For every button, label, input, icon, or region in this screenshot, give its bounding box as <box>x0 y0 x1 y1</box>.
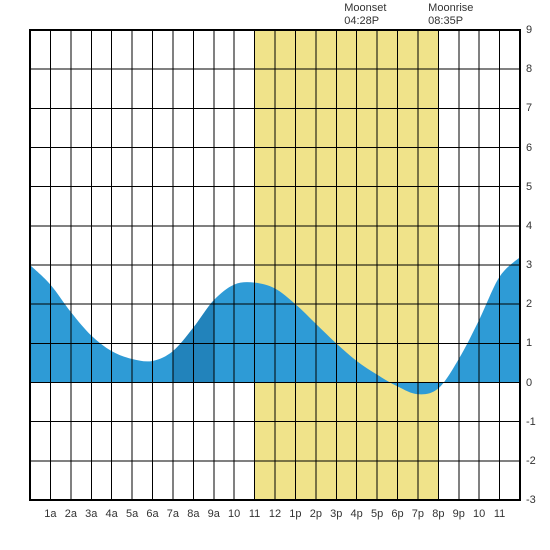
x-tick-label: 2p <box>310 508 322 520</box>
x-tick-label: 7p <box>412 508 424 520</box>
y-tick-label: -1 <box>526 416 536 428</box>
x-tick-label: 7a <box>167 508 179 520</box>
y-tick-label: 2 <box>526 298 532 310</box>
y-tick-label: 5 <box>526 181 532 193</box>
y-tick-label: 3 <box>526 259 532 271</box>
x-tick-label: 11 <box>494 508 505 520</box>
x-tick-label: 11 <box>249 508 260 520</box>
moonrise-time: 08:35P <box>428 15 473 28</box>
x-tick-label: 5p <box>371 508 383 520</box>
y-tick-label: 4 <box>526 220 532 232</box>
moonset-annotation: Moonset04:28P <box>344 2 386 28</box>
moonset-time: 04:28P <box>344 15 386 28</box>
tide-chart: 1a2a3a4a5a6a7a8a9a1011121p2p3p4p5p6p7p8p… <box>0 0 550 550</box>
y-tick-label: -3 <box>526 494 536 506</box>
y-tick-label: 0 <box>526 377 532 389</box>
x-tick-label: 9a <box>208 508 220 520</box>
x-tick-label: 3p <box>330 508 342 520</box>
y-tick-label: 7 <box>526 102 532 114</box>
x-tick-label: 12 <box>269 508 281 520</box>
x-tick-label: 10 <box>228 508 240 520</box>
moonset-label: Moonset <box>344 2 386 15</box>
x-tick-label: 2a <box>65 508 77 520</box>
y-tick-label: -2 <box>526 455 536 467</box>
tide-chart-svg <box>0 0 550 550</box>
x-tick-label: 3a <box>85 508 97 520</box>
y-tick-label: 9 <box>526 24 532 36</box>
x-tick-label: 8p <box>432 508 444 520</box>
x-tick-label: 1p <box>289 508 301 520</box>
x-tick-label: 5a <box>126 508 138 520</box>
moonrise-label: Moonrise <box>428 2 473 15</box>
y-tick-label: 6 <box>526 142 532 154</box>
x-tick-label: 4p <box>351 508 363 520</box>
moonrise-annotation: Moonrise08:35P <box>428 2 473 28</box>
x-tick-label: 9p <box>453 508 465 520</box>
x-tick-label: 4a <box>106 508 118 520</box>
y-tick-label: 1 <box>526 337 532 349</box>
y-tick-label: 8 <box>526 63 532 75</box>
x-tick-label: 8a <box>187 508 199 520</box>
x-tick-label: 1a <box>44 508 56 520</box>
x-tick-label: 6a <box>146 508 158 520</box>
x-tick-label: 6p <box>391 508 403 520</box>
x-tick-label: 10 <box>473 508 485 520</box>
